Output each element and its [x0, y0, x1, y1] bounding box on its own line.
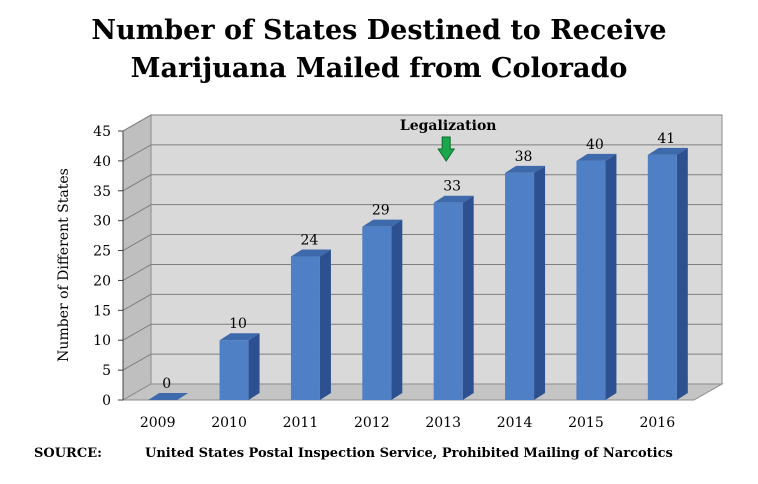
x-tick-label: 2015 [568, 415, 604, 431]
y-tick-label: 20 [93, 273, 111, 289]
y-tick-label: 45 [93, 124, 111, 140]
bar [505, 165, 546, 400]
y-tick-label: 0 [102, 393, 111, 409]
gridline-side [122, 353, 152, 371]
chart-title-line-1: Number of States Destined to Receive [91, 15, 667, 46]
data-label: 41 [657, 131, 675, 147]
gridline-side [122, 204, 152, 222]
bar [290, 249, 331, 400]
y-tick-label: 15 [93, 303, 111, 319]
data-label: 24 [301, 233, 319, 249]
bar-top [576, 153, 617, 161]
data-label: 10 [229, 316, 247, 332]
gridline-side [122, 323, 152, 341]
bar-top [148, 393, 189, 400]
gridline-side [122, 264, 152, 281]
bar-side [676, 147, 688, 400]
gridline-side [122, 234, 152, 251]
annotation-arrow-icon [437, 136, 456, 162]
y-tick-label: 40 [93, 154, 111, 170]
bar-side [248, 333, 260, 400]
data-label: 0 [162, 376, 171, 392]
bar-side [534, 165, 546, 400]
bar-top [290, 249, 331, 257]
data-label: 38 [515, 149, 533, 165]
plot-side-wall [122, 114, 152, 401]
bar [148, 393, 189, 400]
gridline-side [122, 174, 152, 192]
bar-front [576, 160, 606, 400]
gridline-side [122, 293, 152, 311]
gridline-side [122, 144, 152, 162]
y-axis-title: Number of Different States [56, 168, 72, 362]
bar-side [391, 219, 403, 400]
bar-top [505, 165, 546, 173]
y-tick-label: 30 [93, 214, 111, 230]
bar-front [290, 256, 320, 400]
x-tick-label: 2010 [211, 415, 247, 431]
x-tick-label: 2013 [425, 415, 461, 431]
bar-side [462, 195, 474, 400]
bar [219, 333, 260, 400]
bar-side [319, 249, 331, 400]
data-label: 40 [586, 137, 604, 153]
y-tick-label: 35 [93, 184, 111, 200]
annotation-label: Legalization [400, 118, 497, 134]
bar-front [505, 172, 535, 400]
bar-front [433, 202, 463, 400]
gridline-side [122, 114, 152, 132]
bar-side [605, 153, 617, 400]
bar-top [362, 219, 403, 227]
bar-front [647, 154, 677, 400]
bar-chart: 0 5 10 15 20 25 30 35 40 45 Number of Different St… [56, 114, 724, 431]
data-label: 33 [443, 179, 461, 195]
bar [576, 153, 617, 400]
x-tick-label: 2014 [497, 415, 533, 431]
bar-front [362, 226, 392, 400]
chart-title: Number of States Destined to Receive Mar… [0, 12, 758, 88]
bar-front [219, 340, 249, 400]
plot-floor [121, 383, 724, 401]
data-label: 29 [372, 203, 390, 219]
x-tick-label: 2016 [639, 415, 675, 431]
chart-title-line-2: Marijuana Mailed from Colorado [130, 53, 628, 84]
x-tick-label: 2011 [283, 415, 319, 431]
y-tick-label: 10 [93, 333, 111, 349]
source-label: SOURCE: [34, 446, 102, 461]
bar [362, 219, 403, 400]
source-text: United States Postal Inspection Service,… [145, 446, 673, 461]
bar [647, 147, 688, 400]
y-tick-label: 25 [93, 244, 111, 260]
x-tick-label: 2009 [140, 415, 176, 431]
bar-top [219, 333, 260, 341]
bar-top [433, 195, 474, 203]
bar-top [647, 147, 688, 155]
bar [433, 195, 474, 400]
x-tick-label: 2012 [354, 415, 390, 431]
y-tick-label: 5 [102, 363, 111, 379]
